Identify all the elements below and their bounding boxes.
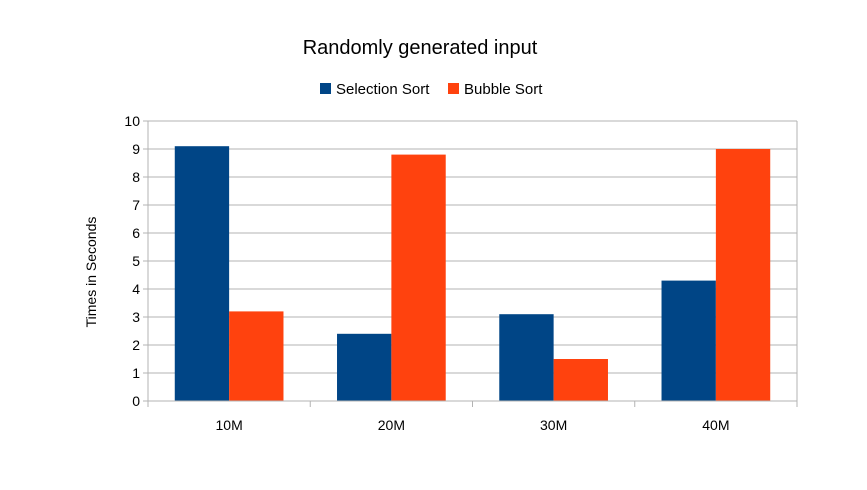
bar-selection-sort-20m	[337, 333, 392, 401]
legend-label-selection-sort: Selection Sort	[336, 81, 430, 98]
axes	[143, 120, 798, 407]
bar-bubble-sort-20m	[391, 154, 446, 401]
y-tick-label-2: 2	[132, 337, 140, 353]
x-tick-labels: 10M 20M 30M 40M	[216, 417, 730, 433]
y-tick-label-4: 4	[132, 281, 140, 297]
legend-swatch-bubble-sort	[448, 83, 459, 94]
y-tick-label-9: 9	[132, 141, 140, 157]
bar-selection-sort-10m	[174, 146, 230, 401]
x-tick-label-30m: 30M	[540, 417, 567, 433]
bar-bubble-sort-40m	[715, 149, 771, 401]
y-tick-label-8: 8	[132, 169, 140, 185]
x-tick-label-40m: 40M	[702, 417, 729, 433]
bar-bubble-sort-30m	[553, 359, 608, 401]
x-tick-label-20m: 20M	[378, 417, 405, 433]
bar-selection-sort-40m	[661, 280, 716, 401]
legend-label-bubble-sort: Bubble Sort	[464, 81, 543, 98]
y-tick-label-0: 0	[132, 393, 140, 409]
y-tick-label-10: 10	[124, 113, 140, 129]
x-tick-label-10m: 10M	[216, 417, 243, 433]
bar-bubble-sort-10m	[229, 311, 284, 401]
y-tick-label-3: 3	[132, 309, 140, 325]
y-tick-labels: 0 1 2 3 4 5 6 7 8 9 10	[124, 113, 140, 409]
legend-swatch-selection-sort	[320, 83, 331, 94]
y-tick-label-5: 5	[132, 253, 140, 269]
legend: Selection Sort Bubble Sort	[320, 81, 543, 98]
y-axis-title: Times in Seconds	[83, 217, 99, 328]
chart-title: Randomly generated input	[303, 37, 538, 59]
y-tick-label-7: 7	[132, 197, 140, 213]
bars	[174, 146, 771, 401]
y-tick-label-6: 6	[132, 225, 140, 241]
bar-selection-sort-30m	[499, 314, 554, 401]
y-tick-label-1: 1	[132, 365, 140, 381]
